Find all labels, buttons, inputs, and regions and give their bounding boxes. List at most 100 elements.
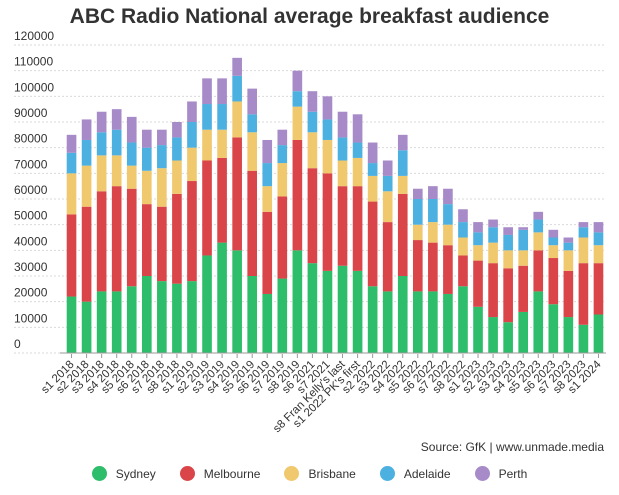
- legend-item-perth: Perth: [474, 466, 527, 481]
- bar-segment-perth: [548, 229, 559, 238]
- bar-segment-adelaide: [382, 175, 393, 192]
- bar-segment-brisbane: [578, 237, 589, 264]
- bar-segment-melbourne: [382, 222, 393, 292]
- bar-segment-melbourne: [488, 263, 498, 318]
- bar-segment-adelaide: [126, 142, 137, 166]
- bar-segment-adelaide: [247, 114, 258, 133]
- bar-segment-adelaide: [187, 122, 197, 148]
- bar-segment-sydney: [322, 270, 333, 353]
- bar-segment-melbourne: [397, 193, 408, 276]
- bar-segment-perth: [503, 227, 513, 235]
- bar-segment-sydney: [157, 281, 167, 353]
- bar-segment-adelaide: [593, 232, 604, 246]
- bar-segment-melbourne: [307, 168, 318, 264]
- bar-segment-perth: [443, 188, 453, 205]
- source-caption: Source: GfK | www.unmade.media: [420, 440, 604, 454]
- bar-segment-perth: [111, 109, 122, 130]
- bar-segment-perth: [382, 160, 393, 176]
- bar-segment-melbourne: [81, 206, 92, 302]
- bar-segment-sydney: [367, 286, 378, 353]
- bar-segment-brisbane: [322, 139, 333, 174]
- bar-segment-sydney: [548, 304, 559, 353]
- bar-segment-brisbane: [518, 250, 529, 266]
- y-tick-label: 110000: [14, 55, 53, 69]
- bar-segment-melbourne: [172, 193, 182, 284]
- bar-segment-sydney: [593, 314, 604, 353]
- bar-segment-sydney: [443, 293, 453, 353]
- bar-segment-sydney: [277, 278, 288, 353]
- bar-segment-sydney: [382, 291, 393, 353]
- bar-segment-brisbane: [187, 147, 197, 182]
- bar-segment-perth: [352, 114, 363, 143]
- bar-segment-sydney: [187, 281, 197, 353]
- y-tick-label: 20000: [14, 286, 48, 300]
- bar-segment-melbourne: [443, 245, 453, 294]
- bar-segment-perth: [458, 209, 468, 223]
- bar-segment-brisbane: [428, 222, 438, 243]
- bar-segment-sydney: [412, 291, 423, 353]
- bar-segment-melbourne: [533, 250, 544, 292]
- bar-segment-adelaide: [157, 145, 167, 169]
- bar-segment-sydney: [202, 255, 212, 353]
- bar-segment-adelaide: [563, 242, 574, 251]
- bar-segment-brisbane: [232, 101, 242, 138]
- bar-segment-melbourne: [322, 173, 333, 271]
- bar-segment-adelaide: [337, 137, 348, 161]
- bar-segment-brisbane: [126, 165, 137, 189]
- bar-segment-sydney: [397, 276, 408, 353]
- y-tick-label: 10000: [14, 311, 48, 325]
- bar-segment-perth: [337, 111, 348, 138]
- bar-segment-melbourne: [202, 160, 212, 256]
- bar-segment-sydney: [172, 283, 182, 353]
- bar-segment-adelaide: [66, 152, 77, 174]
- bar-segment-perth: [96, 111, 107, 133]
- y-tick-label: 120000: [14, 29, 54, 43]
- legend-label: Melbourne: [203, 466, 261, 481]
- bar-segment-adelaide: [202, 104, 212, 130]
- bar-segment-adelaide: [292, 91, 303, 107]
- bar-segment-melbourne: [458, 255, 468, 287]
- bar-segment-perth: [488, 219, 498, 228]
- bar-segment-sydney: [533, 291, 544, 353]
- bar-segment-melbourne: [548, 258, 559, 305]
- bar-segment-sydney: [307, 263, 318, 353]
- bar-segment-melbourne: [247, 170, 258, 276]
- bar-segment-adelaide: [262, 163, 273, 187]
- bar-segment-brisbane: [563, 250, 574, 271]
- bar-segment-perth: [66, 134, 77, 153]
- bar-segment-melbourne: [292, 139, 303, 251]
- bar-segment-perth: [428, 186, 438, 199]
- bar-segment-sydney: [111, 291, 122, 353]
- bar-segment-adelaide: [172, 137, 182, 161]
- bar-segment-adelaide: [428, 199, 438, 223]
- bar-segment-melbourne: [473, 260, 483, 307]
- bar-segment-perth: [157, 129, 167, 146]
- bar-segment-adelaide: [111, 129, 122, 156]
- bar-segment-adelaide: [518, 229, 529, 251]
- bar-segment-perth: [412, 188, 423, 199]
- y-tick-label: 0: [14, 337, 21, 351]
- bar-segment-brisbane: [262, 186, 273, 212]
- bar-segment-adelaide: [412, 199, 423, 225]
- bar-segment-adelaide: [533, 219, 544, 233]
- legend-item-sydney: Sydney: [91, 466, 156, 481]
- bar-segment-brisbane: [533, 232, 544, 251]
- bar-segment-adelaide: [277, 145, 288, 164]
- bar-segment-brisbane: [307, 132, 318, 169]
- bar-segment-sydney: [488, 317, 498, 353]
- bar-segment-sydney: [81, 301, 92, 353]
- bar-segment-adelaide: [397, 150, 408, 176]
- bar-segment-adelaide: [473, 232, 483, 246]
- bar-segment-brisbane: [96, 155, 107, 192]
- bar-segment-perth: [292, 70, 303, 92]
- bar-segment-melbourne: [412, 240, 423, 292]
- bar-segment-perth: [307, 91, 318, 112]
- bar-segment-brisbane: [443, 224, 453, 246]
- bar-segment-melbourne: [518, 265, 529, 312]
- bar-segment-perth: [172, 122, 182, 138]
- bar-segment-sydney: [518, 311, 529, 353]
- bar-segment-adelaide: [81, 139, 92, 166]
- bar-segment-brisbane: [66, 173, 77, 215]
- bar-segment-sydney: [96, 291, 107, 353]
- bar-segment-melbourne: [277, 196, 288, 279]
